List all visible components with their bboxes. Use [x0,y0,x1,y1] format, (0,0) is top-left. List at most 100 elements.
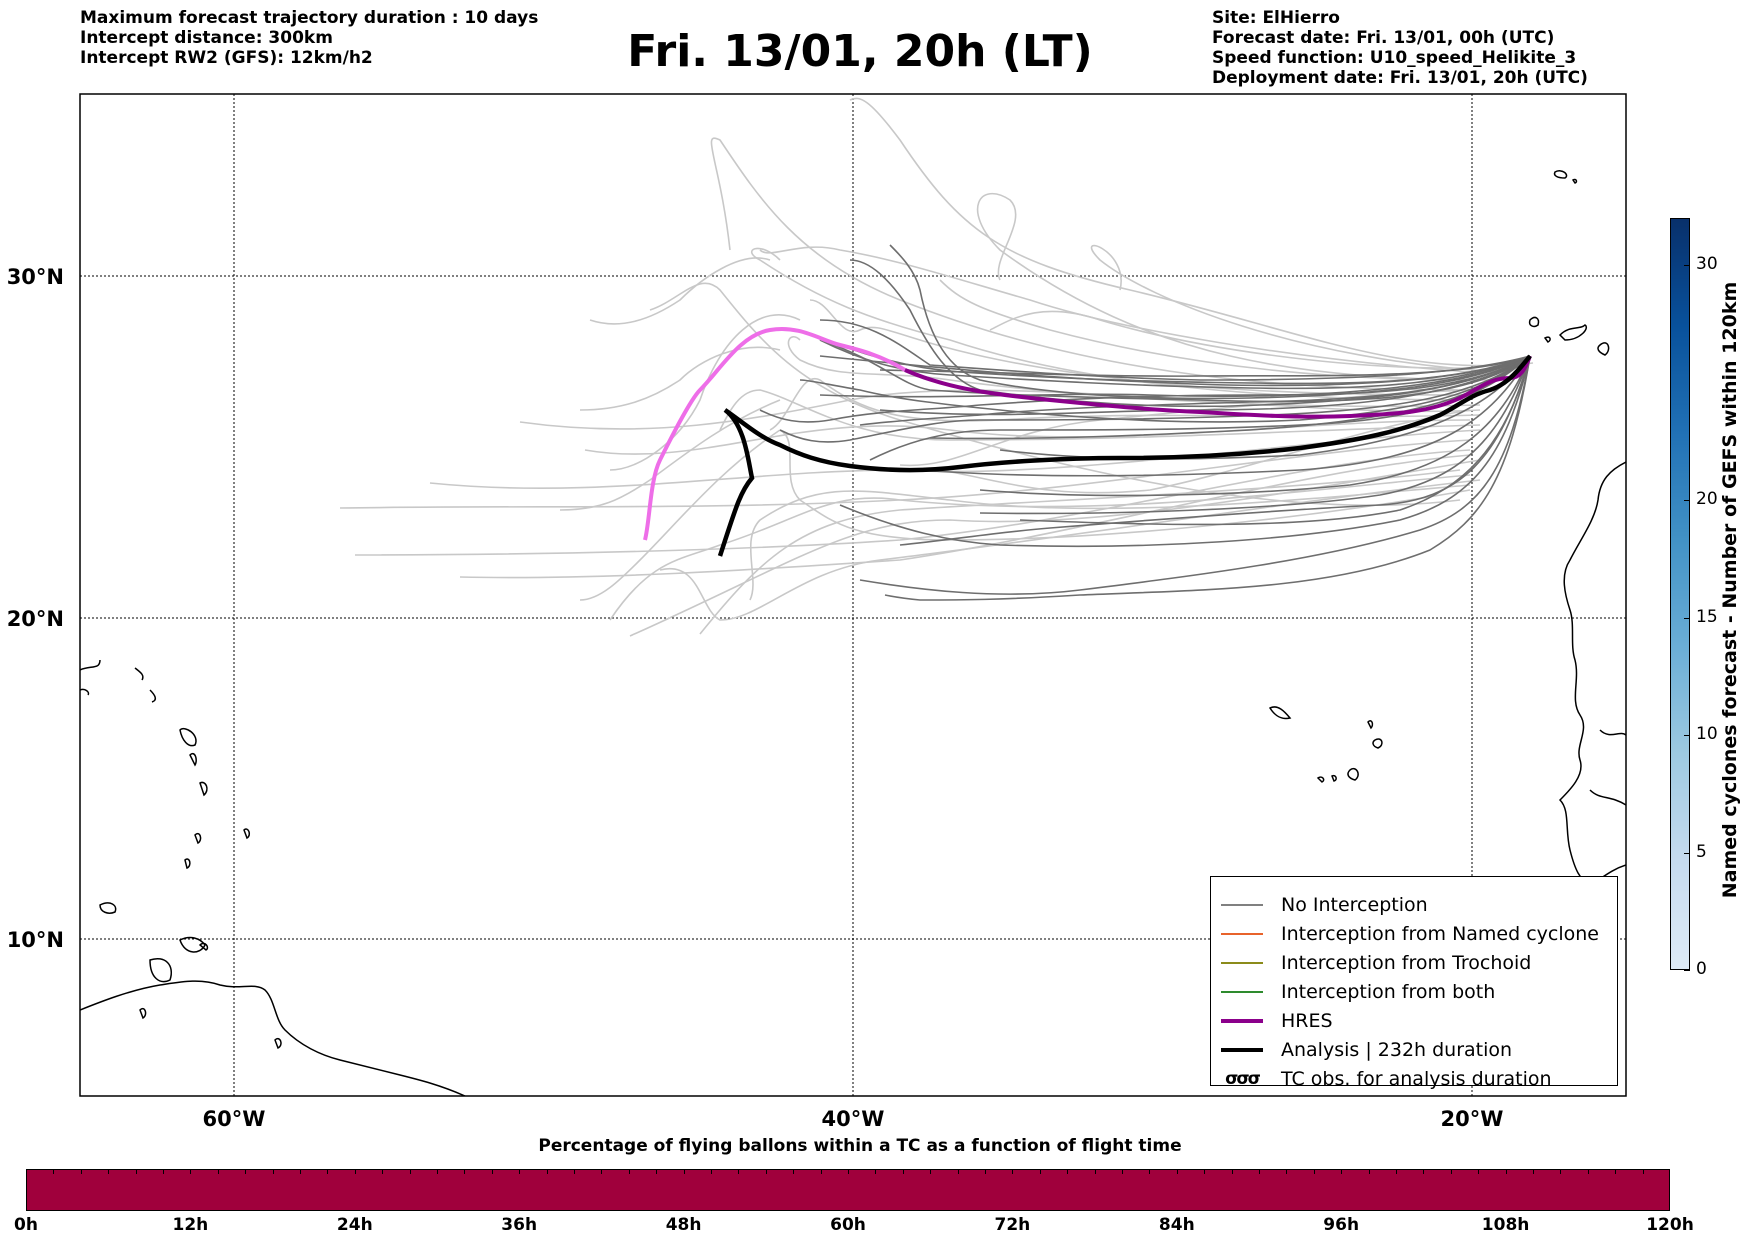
bottom-colorbar-minor-tick [683,1169,685,1174]
island-antilles [199,781,208,797]
bottom-colorbar-minor-tick [108,1169,110,1174]
colorbar-right-tick-label: 15 [1696,606,1718,627]
bottom-colorbar-minor-tick [1450,1169,1452,1174]
island-capeverde [1347,768,1359,781]
legend-label: Interception from Named cyclone [1281,923,1599,945]
bottom-colorbar-minor-tick [491,1169,493,1174]
legend-swatch [1221,1019,1263,1023]
trajectory-light [976,192,1501,381]
trajectory-light [354,449,1471,556]
lat-label-20n: 20°N [7,607,64,631]
bottom-colorbar-tick-label: 108h [1481,1215,1530,1235]
bottom-colorbar-tick-label: 72h [994,1215,1031,1235]
trajectory-light [584,419,1471,455]
bottom-colorbar-minor-tick [1286,1169,1288,1174]
bottom-colorbar-minor-tick [437,1169,438,1174]
island-trinidad [149,958,172,983]
bottom-colorbar-minor-tick [519,1169,521,1174]
colorbar-right-tick-label: 30 [1696,254,1718,274]
island-capeverde [1372,738,1383,749]
bottom-colorbar-tick-label: 84h [1158,1215,1195,1235]
bottom-colorbar-minor-tick [1396,1169,1397,1174]
trajectory-dark [884,355,1531,601]
trajectory-dark [839,344,1531,385]
bottom-colorbar-minor-tick [1149,1169,1151,1174]
header-right-line: Speed function: U10_speed_Helikite_3 [1212,48,1577,68]
bottom-colorbar-minor-tick [765,1169,767,1174]
bottom-colorbar-tick-label: 36h [501,1215,538,1235]
header-left-info: Maximum forecast trajectory duration : 1… [80,8,538,68]
island-antilles [243,828,251,840]
coastline-africa-detail [1589,729,1626,806]
colorbar-right-tick-mark [1684,617,1690,619]
trajectory-dark [1019,355,1531,526]
legend-item-no-interception: No Interception [1211,892,1428,918]
island-canary [1597,342,1610,356]
trajectory-light [809,299,1471,396]
bottom-colorbar-minor-tick [711,1169,712,1174]
colorbar-right-tick-mark [1684,852,1690,854]
bottom-colorbar-minor-tick [53,1169,55,1174]
bottom-colorbar-minor-tick [1533,1169,1534,1174]
trajectory-dark [899,355,1531,546]
bottom-colorbar-minor-tick [1122,1169,1123,1174]
colorbar-right-tick-label: 5 [1696,841,1707,862]
island-small [99,902,117,914]
header-left-line: Intercept distance: 300km [80,28,333,48]
colorbar-right-tick-mark [1684,970,1690,971]
island-antilles [80,659,101,696]
island-antilles [184,858,191,870]
bottom-colorbar-minor-tick [1094,1169,1096,1174]
bottom-colorbar-minor-tick [1478,1169,1480,1174]
trajectory-light [459,454,1471,579]
coastlines [80,170,1626,1096]
colorbar-right-tick-mark [1684,735,1690,736]
bottom-colorbar-tick-label: 120h [1646,1215,1694,1235]
island-canary [1528,316,1540,328]
header-right-line: Forecast date: Fri. 13/01, 00h (UTC) [1212,28,1555,48]
bottom-colorbar-minor-tick [1505,1169,1507,1174]
trajectory-light [589,257,771,325]
bottom-colorbar-minor-tick [80,1169,82,1174]
legend-swatch [1221,904,1263,906]
map-frame [79,93,1627,1097]
island-canary [1543,336,1551,343]
trajectory-dark [979,355,1531,497]
island-antilles [134,667,157,703]
island-small [274,1037,282,1050]
legend-item-tc-obs: σσσ TC obs. for analysis duration [1211,1066,1551,1092]
bottom-colorbar-minor-tick [1039,1169,1041,1174]
bottom-colorbar-minor-tick [245,1169,247,1174]
bottom-colorbar-minor-tick [1012,1169,1014,1174]
trajectory-dark [979,355,1531,515]
bottom-colorbar [26,1169,1670,1211]
bottom-colorbar-minor-tick [820,1169,822,1174]
bottom-colorbar-minor-tick [1615,1169,1617,1174]
coastline-south-america [80,980,466,1096]
trajectory-dark [919,355,1531,477]
bottom-colorbar-tick-label: 48h [665,1215,702,1235]
bottom-colorbar-minor-tick [1067,1169,1069,1174]
bottom-colorbar-minor-tick [985,1169,986,1174]
bottom-colorbar-minor-tick [1313,1169,1315,1174]
bottom-colorbar-minor-tick [163,1169,164,1174]
legend-item-hres: HRES [1211,1008,1333,1034]
legend-label: Interception from both [1281,981,1496,1003]
bottom-colorbar-minor-tick [793,1169,795,1174]
main-title: Fri. 13/01, 20h (LT) [627,26,1093,77]
colorbar-right-tick-label: 10 [1696,724,1718,744]
island-small [139,1007,147,1020]
bottom-colorbar-minor-tick [135,1169,137,1174]
legend: No Interception Interception from Named … [1210,876,1618,1090]
legend-label: Analysis | 232h duration [1281,1039,1513,1061]
island-antilles [189,753,197,767]
bottom-colorbar-minor-tick [930,1169,932,1174]
header-left-line: Intercept RW2 (GFS): 12km/h2 [80,48,373,68]
bottom-colorbar-minor-tick [902,1169,904,1174]
bottom-colorbar-minor-tick [382,1169,384,1174]
bottom-colorbar-minor-tick [738,1169,740,1174]
island-antilles [179,728,197,747]
bottom-colorbar-minor-tick [217,1169,219,1174]
bottom-colorbar-minor-tick [957,1169,959,1174]
bottom-colorbar-tick-label: 24h [336,1215,373,1235]
